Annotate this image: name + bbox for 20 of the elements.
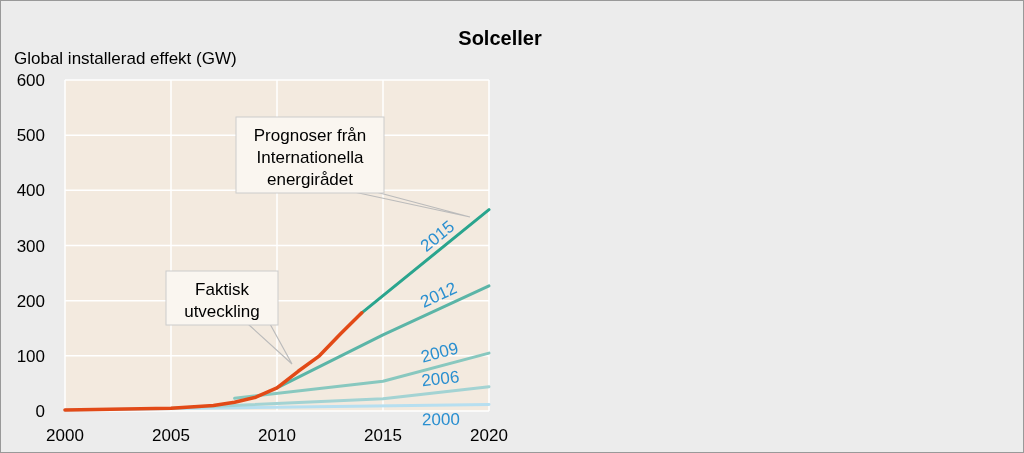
x-tick-label: 2000 (46, 426, 84, 445)
x-tick-label: 2005 (152, 426, 190, 445)
y-tick-label: 600 (16, 71, 45, 90)
text: 2006 (420, 367, 461, 391)
series-label: 2000 (421, 409, 460, 430)
text: 2009 (418, 338, 461, 367)
x-tick-label: 2010 (258, 426, 296, 445)
y-tick-label: 300 (16, 236, 45, 256)
annotation: Prognoser från Internationella energirådet (253, 126, 367, 189)
y-axis-title: Global installerad effekt (GW) (14, 49, 237, 68)
y-tick-label: 200 (16, 291, 45, 311)
chart-title: Solceller (458, 27, 542, 49)
text: 2012 (417, 278, 460, 312)
annotation: Faktisk utveckling (184, 280, 260, 321)
x-tick-label: 2015 (364, 426, 402, 445)
y-tick-label: 500 (16, 126, 45, 146)
y-tick-label: 100 (16, 346, 45, 366)
x-tick-label: 2020 (470, 426, 508, 445)
y-tick-label: 400 (16, 181, 45, 201)
y-tick-label: 0 (35, 402, 45, 421)
